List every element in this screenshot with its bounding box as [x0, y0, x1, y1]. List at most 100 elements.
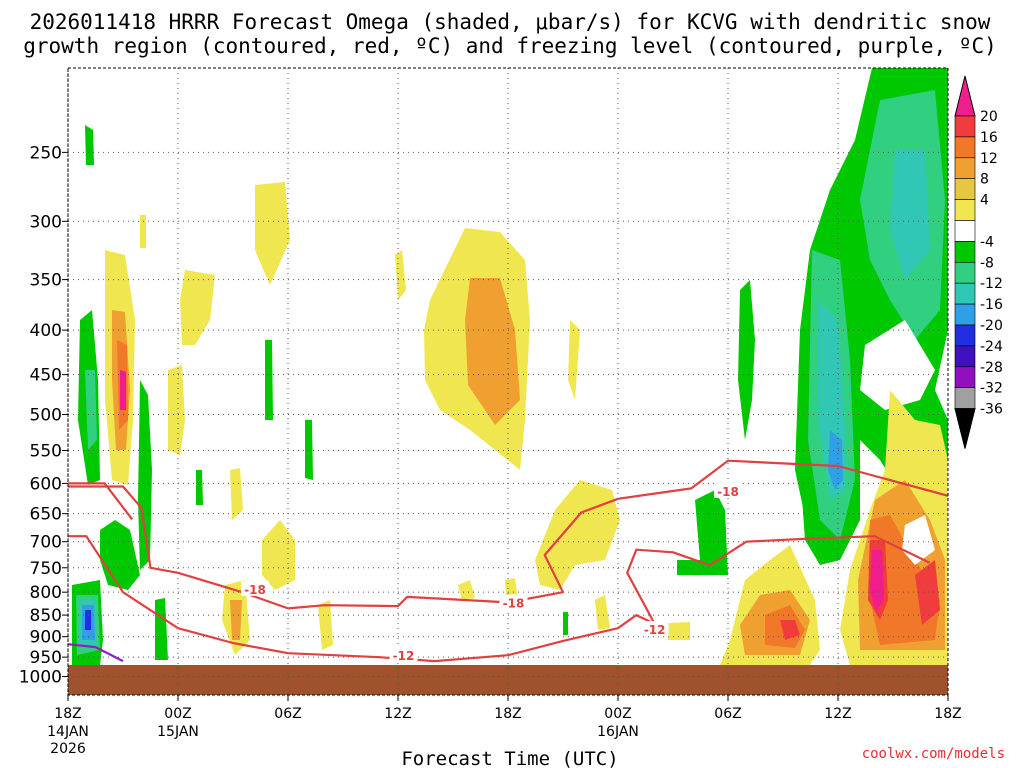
colorbar-swatch: [954, 178, 976, 200]
colorbar-swatch: [954, 157, 976, 180]
white-gap-upper-right: [860, 320, 935, 410]
x-axis-label: Forecast Time (UTC): [401, 748, 618, 768]
y-tick-label: 500: [30, 405, 62, 425]
x-tick-label: 06Z: [274, 706, 301, 722]
contour-label: -12: [644, 623, 666, 637]
x-tick-date: 15JAN: [157, 724, 199, 740]
x-tick-label: 18Z: [494, 706, 521, 722]
x-tick-label: 12Z: [384, 706, 411, 722]
contour-lines: [68, 459, 948, 663]
navy-lowleft: [85, 610, 91, 630]
colorbar-label: -16: [980, 297, 1003, 313]
green-upper-19z: [85, 125, 94, 165]
colorbar-label: 16: [980, 130, 998, 146]
y-tick-label: 300: [30, 212, 62, 232]
y-tick-label: 800: [30, 583, 62, 603]
colorbar-label: 12: [980, 151, 998, 167]
contour-label-bg: [640, 621, 669, 637]
colorbar-label: -28: [980, 360, 1003, 376]
y-tick-label: 1000: [19, 668, 62, 688]
dendritic-contour: [68, 535, 931, 663]
colorbar-swatch: [954, 199, 976, 221]
x-tick-date: 16JAN: [597, 724, 639, 740]
contour-label-bg: [499, 594, 528, 610]
colorbar-label: 8: [980, 172, 989, 188]
y-tick-label: 450: [30, 366, 62, 386]
contour-label: -18: [244, 583, 266, 597]
yellow-patch-22z: [568, 320, 580, 400]
green-strip-06z: [738, 280, 755, 440]
freezing-level-contour: [68, 643, 124, 663]
y-tick-label: 900: [30, 628, 62, 648]
y-tick-label: 400: [30, 321, 62, 341]
contour-label: -18: [503, 596, 525, 610]
colorbar-swatch: [954, 241, 976, 263]
contour-labels: -18 -18 -18 -12 -12: [241, 482, 742, 663]
colorbar-swatch: [954, 282, 976, 305]
x-tick-year: 2026: [50, 741, 86, 757]
colorbar-label: 20: [980, 109, 998, 125]
contour-label-bg: [714, 482, 742, 498]
colorbar-swatch: [954, 303, 976, 326]
yellow-patch-02z: [180, 270, 215, 345]
colorbar-label: -12: [980, 276, 1003, 292]
colorbar-swatch: [954, 366, 976, 388]
y-tick-label: 750: [30, 559, 62, 579]
green-strip-02z: [196, 470, 203, 505]
yellow-patch-00z-mid: [168, 365, 185, 455]
colorbar-swatch: [954, 324, 976, 347]
x-tick-label: 18Z: [934, 706, 961, 722]
y-tick-label: 700: [30, 533, 62, 553]
x-tick-label: 00Z: [604, 706, 631, 722]
green-strip-05z: [265, 340, 273, 420]
magenta-core-low-right: [870, 550, 884, 612]
contour-label-bg: [389, 647, 418, 663]
colorbar-label: -4: [980, 234, 994, 250]
green-low-20z: [100, 520, 140, 590]
green-strip-08z: [305, 420, 313, 480]
y-tick-label: 950: [30, 648, 62, 668]
green-box-05z: [677, 490, 728, 575]
yellow-patch-03z-2: [668, 622, 690, 640]
colorbar-swatch: [954, 136, 976, 159]
colorbar-label: -20: [980, 318, 1003, 334]
yellow-patch-02z-mid: [230, 468, 243, 520]
colorbar-swatch: [954, 115, 976, 138]
y-tick-label: 350: [30, 271, 62, 291]
colorbar: 20 16 12 8 4 -4 -8 -12 -16 -20 -24 -28 -32 -36: [954, 75, 1003, 449]
x-tick-label: 18Z: [54, 706, 81, 722]
y-tick-label: 600: [30, 474, 62, 494]
y-tick-label: 250: [30, 143, 62, 163]
ground-below-surface: [68, 665, 948, 695]
yellow-patch-05z: [262, 520, 295, 590]
x-tick-label: 00Z: [164, 706, 191, 722]
chart-title-line-2: growth region (contoured, red, ºC) and f…: [23, 34, 997, 58]
colorbar-swatch: [954, 261, 976, 284]
contour-label: -18: [717, 485, 739, 499]
grid-lines: [67, 68, 949, 695]
y-axis-ticks: 2503003504004505005506006507007508008509…: [19, 143, 68, 688]
yellow-patch-03z-orange: [230, 600, 242, 640]
green-streak-21z: [138, 380, 152, 570]
colorbar-swatch: [954, 220, 976, 242]
y-tick-label: 550: [30, 442, 62, 462]
colorbar-label: 4: [980, 193, 989, 209]
x-tick-date: 14JAN: [47, 724, 89, 740]
yellow-patch-06z-upper: [255, 182, 290, 285]
colorbar-label: -24: [980, 339, 1003, 355]
y-tick-label: 850: [30, 606, 62, 626]
dendritic-contour: [68, 482, 134, 521]
colorbar-label: -32: [980, 381, 1003, 397]
yellow-patch-01z: [595, 595, 610, 630]
yellow-patch-00z-upper: [140, 215, 146, 248]
green-small-00z: [155, 598, 168, 660]
contour-label-bg: [241, 580, 269, 596]
yellow-patch-23z: [535, 480, 620, 590]
yellow-patch-22z-2: [395, 250, 406, 300]
blue-core-12z: [828, 430, 843, 490]
green-dot-22z: [563, 612, 568, 635]
red-low-06z: [780, 620, 800, 640]
red-low-right-2: [915, 560, 940, 625]
